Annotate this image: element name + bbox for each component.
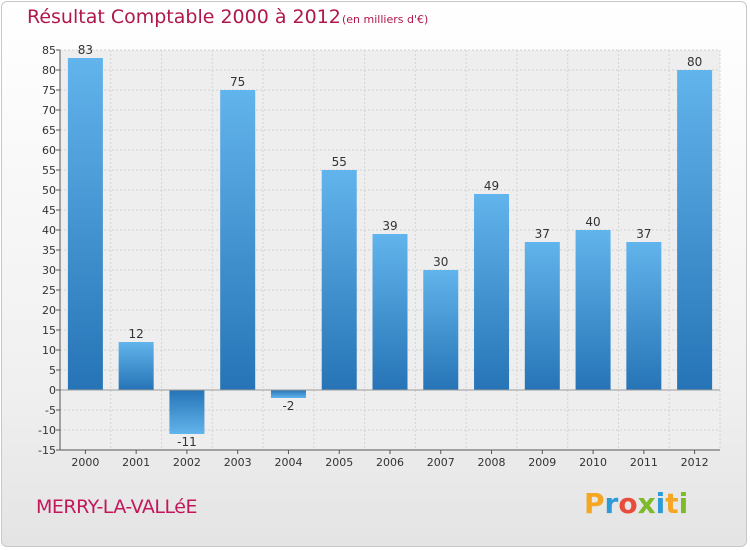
proxiti-logo: Proxiti <box>584 487 688 520</box>
value-label: 80 <box>687 55 702 69</box>
bar-2001 <box>118 342 154 390</box>
bar-2002 <box>169 390 205 434</box>
bar-2011 <box>626 242 662 390</box>
y-tick-label: 80 <box>42 64 56 77</box>
y-tick-label: -5 <box>45 404 56 417</box>
proxiti-letter: x <box>637 487 656 520</box>
value-label: 55 <box>332 155 347 169</box>
y-tick-label: 35 <box>42 244 56 257</box>
x-tick-label: 2007 <box>427 456 455 469</box>
bar-2007 <box>423 270 459 390</box>
y-tick-label: 25 <box>42 284 56 297</box>
x-tick-label: 2004 <box>274 456 302 469</box>
y-tick-label: 30 <box>42 264 56 277</box>
proxiti-letter: r <box>604 487 619 520</box>
y-tick-label: 10 <box>42 344 56 357</box>
bar-2004 <box>270 390 306 398</box>
axis-layer: -15 -10 -5 0 5 10 15 20 25 30 35 40 45 50 55 60 65 70 75 80… <box>38 44 720 469</box>
bar-2006 <box>372 234 408 390</box>
value-label: 75 <box>230 75 245 89</box>
y-tick-label: 20 <box>42 304 56 317</box>
y-tick-label: 60 <box>42 144 56 157</box>
value-label: 40 <box>585 215 600 229</box>
value-label: 30 <box>433 255 448 269</box>
chart-title: Résultat Comptable 2000 à 2012 <box>27 6 341 28</box>
x-tick-label: 2000 <box>71 456 99 469</box>
x-tick-label: 2008 <box>478 456 506 469</box>
y-tick-label: 40 <box>42 224 56 237</box>
proxiti-letter: i <box>655 487 666 520</box>
y-tick-label: 55 <box>42 164 56 177</box>
proxiti-letter: t <box>665 487 679 520</box>
y-tick-label: 75 <box>42 84 56 97</box>
value-label: 49 <box>484 179 499 193</box>
value-label: 39 <box>382 219 397 233</box>
chart-unit: (en milliers d'€) <box>342 13 429 26</box>
y-tick-label: -15 <box>38 444 56 457</box>
y-tick-label: 15 <box>42 324 56 337</box>
bar-2010 <box>575 230 611 390</box>
y-tick-label: 5 <box>49 364 56 377</box>
x-tick-label: 2005 <box>325 456 353 469</box>
proxiti-letter: o <box>618 487 638 520</box>
y-tick-label: 45 <box>42 204 56 217</box>
bar-2000 <box>67 58 103 390</box>
label-layer: 83 12 -11 75 -2 55 39 30 49 37 40 37 80 <box>78 43 703 449</box>
value-label: 12 <box>129 327 144 341</box>
bar-2012 <box>677 70 713 390</box>
bar-layer <box>67 58 713 434</box>
y-tick-label: 85 <box>42 44 56 57</box>
x-tick-label: 2001 <box>122 456 150 469</box>
bar-2008 <box>474 194 510 390</box>
proxiti-letter: P <box>584 487 605 520</box>
bar-2005 <box>321 170 357 390</box>
y-tick-label: 65 <box>42 124 56 137</box>
bar-2003 <box>220 90 256 390</box>
x-tick-label: 2003 <box>224 456 252 469</box>
value-label: -2 <box>282 399 294 413</box>
x-tick-label: 2006 <box>376 456 404 469</box>
x-tick-label: 2002 <box>173 456 201 469</box>
x-tick-label: 2010 <box>579 456 607 469</box>
x-tick-label: 2011 <box>630 456 658 469</box>
y-tick-label: 70 <box>42 104 56 117</box>
value-label: -11 <box>177 435 197 449</box>
y-tick-label: -10 <box>38 424 56 437</box>
proxiti-letter: i <box>678 487 689 520</box>
value-label: 37 <box>535 227 550 241</box>
x-tick-label: 2009 <box>528 456 556 469</box>
value-label: 83 <box>78 43 93 57</box>
y-tick-label: 50 <box>42 184 56 197</box>
value-label: 37 <box>636 227 651 241</box>
y-tick-label: 0 <box>49 384 56 397</box>
x-tick-label: 2012 <box>681 456 709 469</box>
bar-2009 <box>524 242 560 390</box>
commune-name: MERRY-LA-VALLéE <box>36 496 197 518</box>
